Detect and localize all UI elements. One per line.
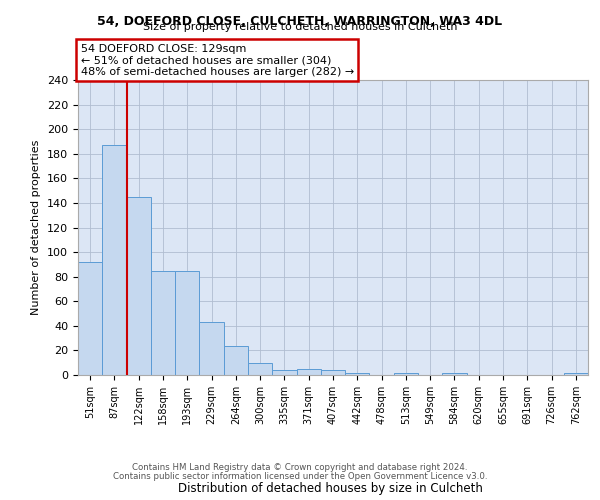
Bar [296, 369, 321, 375]
Bar [151, 270, 175, 375]
Bar [102, 145, 127, 375]
Y-axis label: Number of detached properties: Number of detached properties [31, 140, 41, 315]
Text: 54 DOEFORD CLOSE: 129sqm
← 51% of detached houses are smaller (304)
48% of semi-: 54 DOEFORD CLOSE: 129sqm ← 51% of detach… [80, 44, 354, 77]
Bar [78, 262, 102, 375]
Bar [272, 370, 296, 375]
Bar [127, 197, 151, 375]
Bar [175, 270, 199, 375]
Bar [199, 322, 224, 375]
Bar [345, 372, 370, 375]
Text: Distribution of detached houses by size in Culcheth: Distribution of detached houses by size … [178, 482, 482, 495]
Text: Contains HM Land Registry data © Crown copyright and database right 2024.: Contains HM Land Registry data © Crown c… [132, 464, 468, 472]
Text: 54, DOEFORD CLOSE, CULCHETH, WARRINGTON, WA3 4DL: 54, DOEFORD CLOSE, CULCHETH, WARRINGTON,… [97, 15, 503, 28]
Bar [224, 346, 248, 375]
Bar [442, 372, 467, 375]
Bar [394, 372, 418, 375]
Text: Size of property relative to detached houses in Culcheth: Size of property relative to detached ho… [143, 22, 457, 32]
Bar [564, 372, 588, 375]
Bar [248, 362, 272, 375]
Bar [321, 370, 345, 375]
Text: Contains public sector information licensed under the Open Government Licence v3: Contains public sector information licen… [113, 472, 487, 481]
